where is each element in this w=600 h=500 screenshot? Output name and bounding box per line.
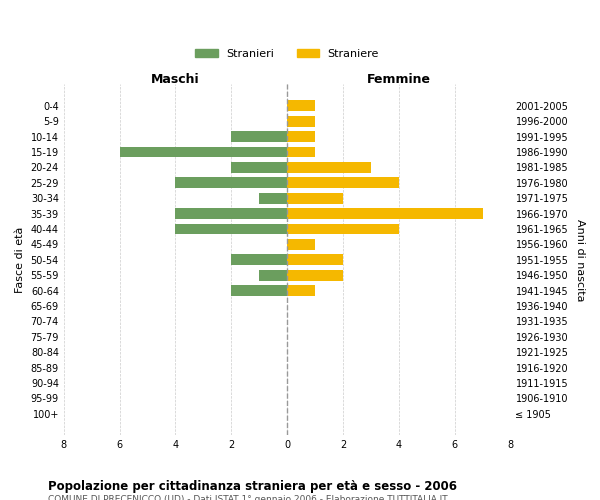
Text: Maschi: Maschi [151, 73, 200, 86]
Bar [287, 193, 343, 203]
Bar [287, 146, 315, 158]
Bar [287, 178, 399, 188]
Bar [287, 162, 371, 173]
Bar [232, 131, 287, 142]
Bar [175, 178, 287, 188]
Bar [287, 116, 315, 126]
Bar [232, 285, 287, 296]
Bar [232, 162, 287, 173]
Text: Popolazione per cittadinanza straniera per età e sesso - 2006: Popolazione per cittadinanza straniera p… [48, 480, 457, 493]
Bar [175, 224, 287, 234]
Bar [232, 254, 287, 265]
Bar [287, 239, 315, 250]
Bar [287, 208, 482, 219]
Y-axis label: Anni di nascita: Anni di nascita [575, 218, 585, 301]
Bar [287, 270, 343, 280]
Text: Femmine: Femmine [367, 73, 431, 86]
Bar [287, 254, 343, 265]
Bar [287, 100, 315, 111]
Y-axis label: Fasce di età: Fasce di età [15, 226, 25, 293]
Bar [287, 285, 315, 296]
Bar [119, 146, 287, 158]
Bar [287, 224, 399, 234]
Bar [287, 131, 315, 142]
Bar [259, 193, 287, 203]
Bar [175, 208, 287, 219]
Text: COMUNE DI PRECENICCO (UD) - Dati ISTAT 1° gennaio 2006 - Elaborazione TUTTITALIA: COMUNE DI PRECENICCO (UD) - Dati ISTAT 1… [48, 495, 448, 500]
Bar [259, 270, 287, 280]
Legend: Stranieri, Straniere: Stranieri, Straniere [191, 44, 383, 64]
